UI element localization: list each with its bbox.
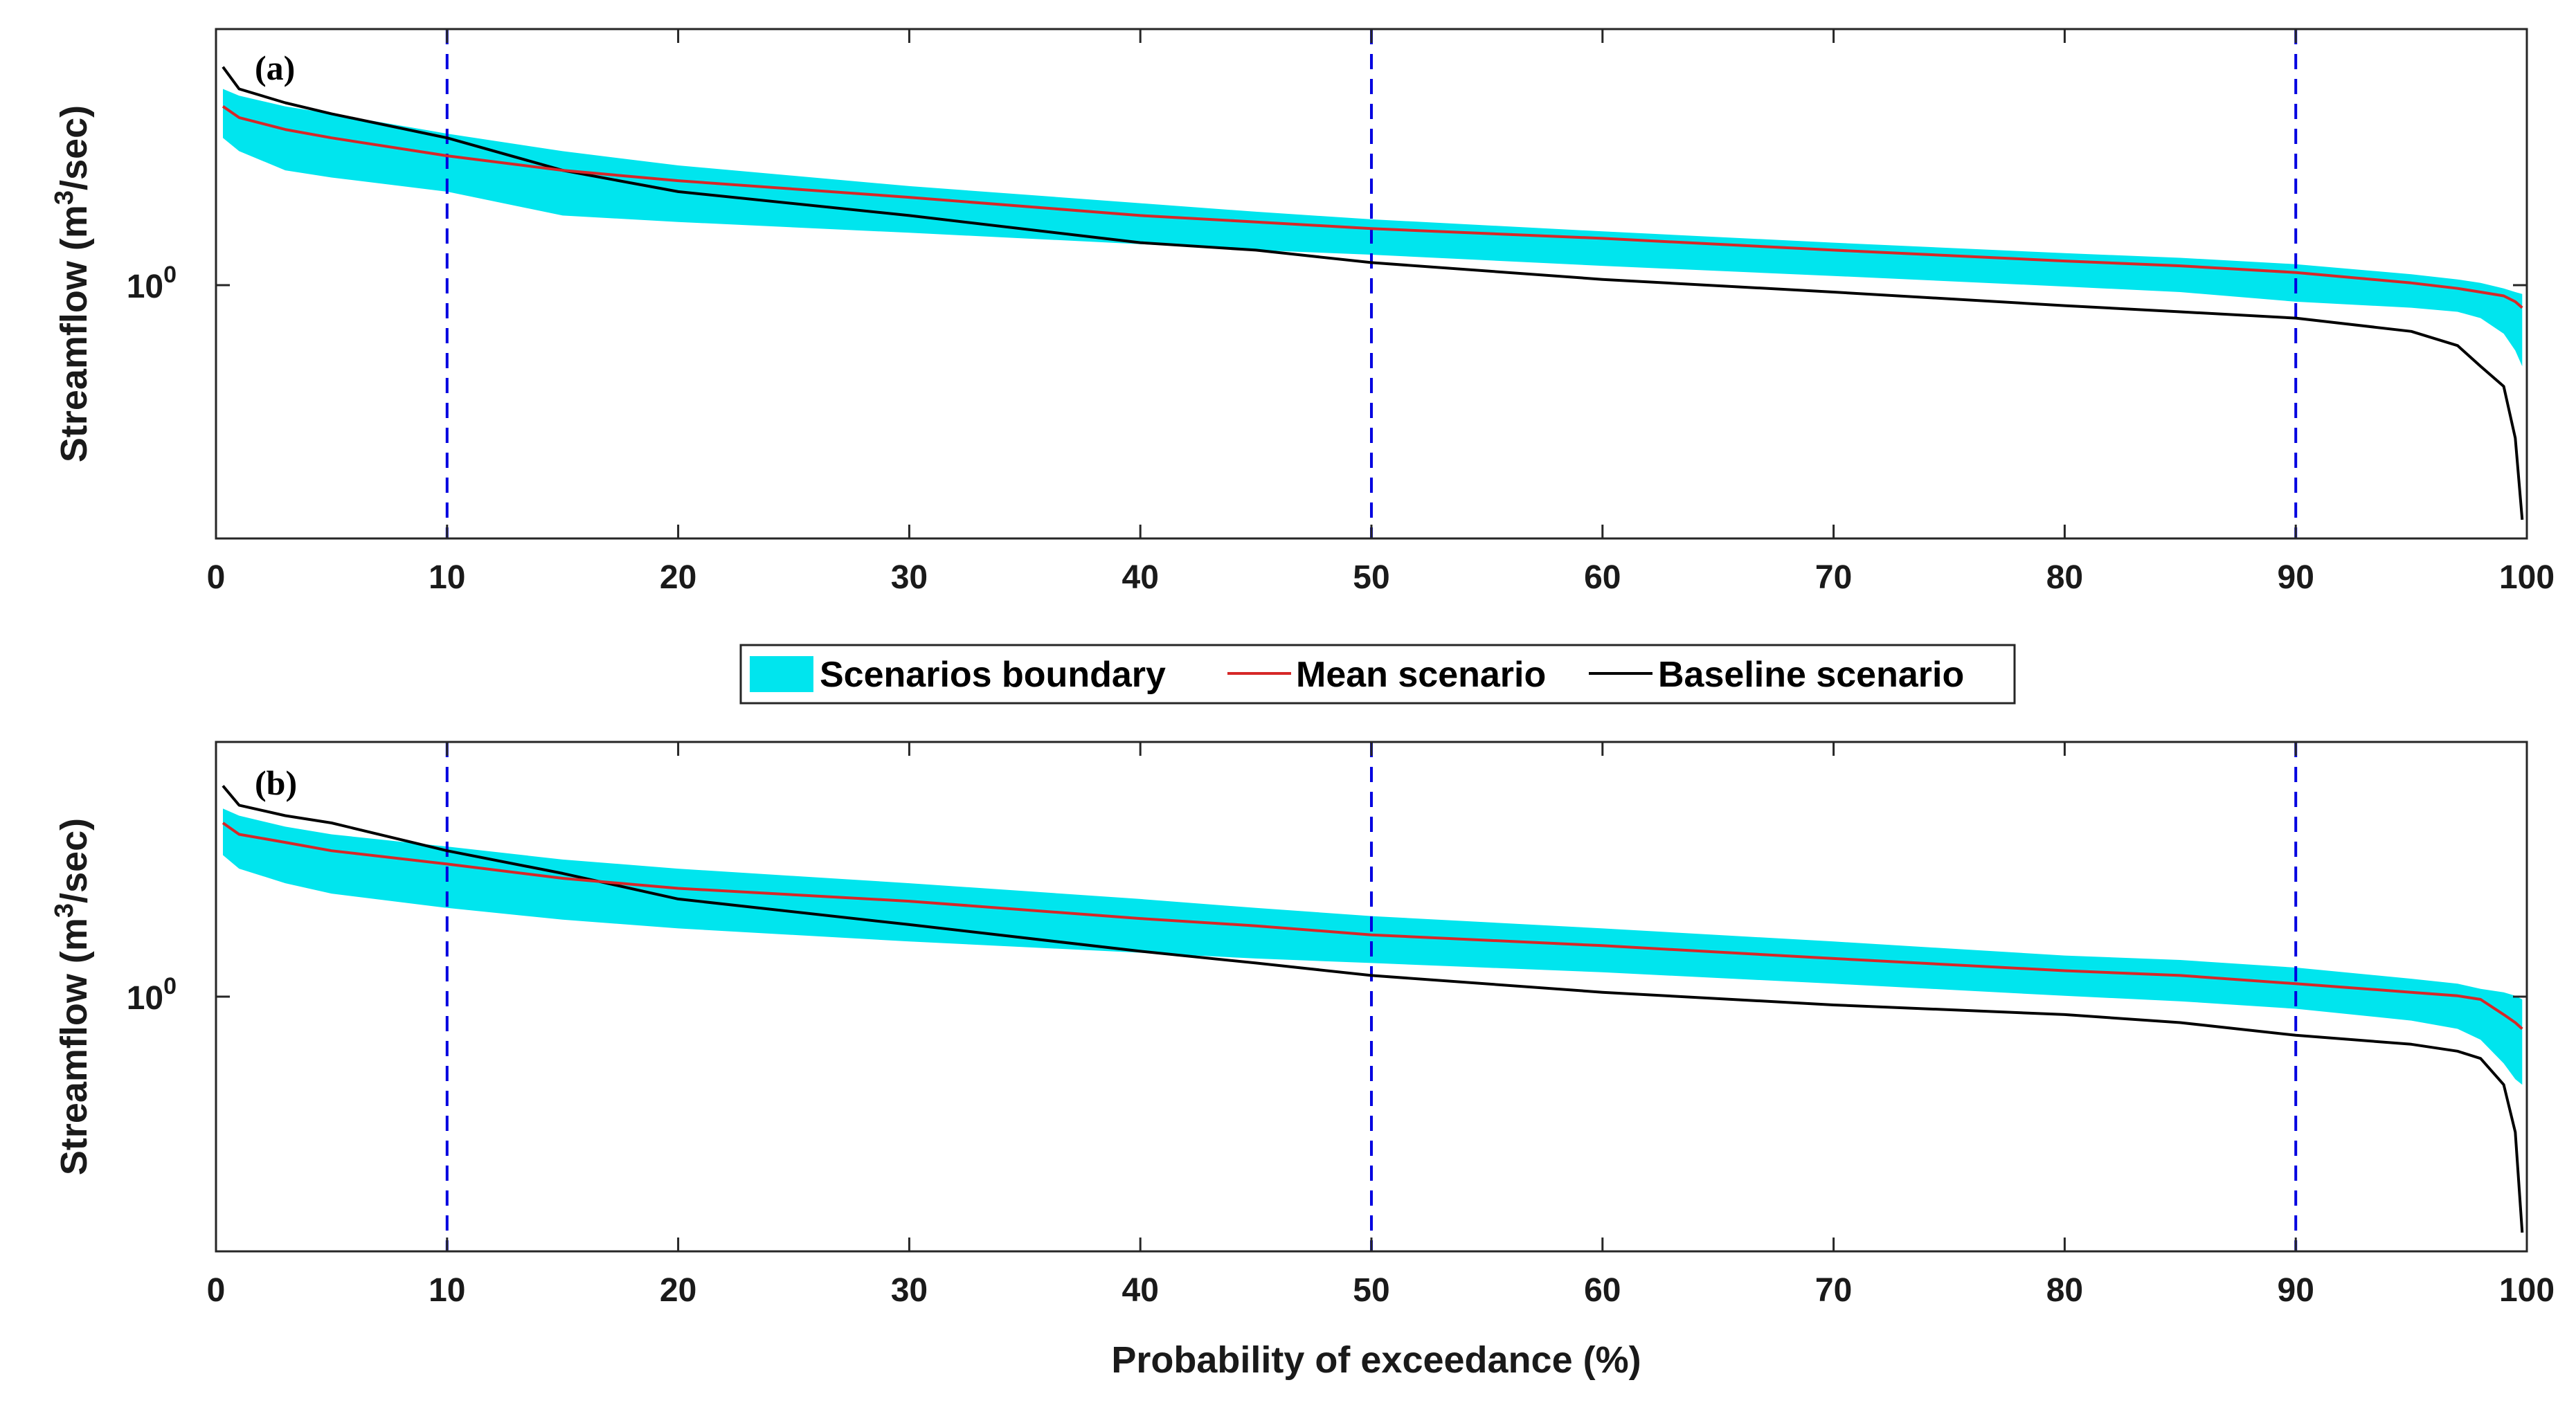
panel-a-x-tick-label: 70 xyxy=(1815,559,1852,596)
panel-b-x-tick-label: 80 xyxy=(2046,1272,2083,1309)
legend-baseline-label: Baseline scenario xyxy=(1658,655,1964,695)
panel-a-x-tick-label: 90 xyxy=(2278,559,2314,596)
panel-b-x-tick-label: 30 xyxy=(891,1272,928,1309)
panel-a-mean-scenario-line xyxy=(222,105,2523,309)
panel-a-x-tick-label: 0 xyxy=(207,559,226,596)
legend-boundary-label: Scenarios boundary xyxy=(820,655,1166,695)
panel-a: 0 10 20 30 40 50 60 70 80 90 100 100 (a) Streamflo… xyxy=(50,28,2555,596)
panel-b-x-tick-label: 100 xyxy=(2499,1272,2555,1309)
panel-a-x-tick-label: 20 xyxy=(660,559,696,596)
panel-a-x-tick-label: 100 xyxy=(2499,559,2555,596)
panel-a-x-tick-label: 50 xyxy=(1353,559,1389,596)
panel-b-x-tick-label: 60 xyxy=(1584,1272,1621,1309)
panel-b-x-tick-label: 40 xyxy=(1122,1272,1159,1309)
panel-a-plot-area xyxy=(222,29,2524,538)
panel-b-x-tick-label: 70 xyxy=(1815,1272,1852,1309)
panel-a-label: (a) xyxy=(255,48,295,87)
panel-a-y-tick-label: 100 xyxy=(127,262,177,305)
panel-a-x-tick-label: 80 xyxy=(2046,559,2083,596)
panel-b-y-tick-label: 100 xyxy=(127,973,177,1017)
panel-b-baseline-scenario-line xyxy=(222,785,2524,1233)
panel-b: 0 10 20 30 40 50 60 70 80 90 100 100 (b) Streamflo… xyxy=(50,741,2555,1381)
panel-b-y-axis-title: Streamflow (m3/sec) xyxy=(50,818,95,1175)
panel-b-x-tick-label: 90 xyxy=(2278,1272,2314,1309)
panel-a-y-axis-title: Streamflow (m3/sec) xyxy=(50,105,95,462)
panel-b-label: (b) xyxy=(255,763,297,802)
panel-a-x-tick-label: 30 xyxy=(891,559,928,596)
panel-b-x-axis: 0 10 20 30 40 50 60 70 80 90 100 xyxy=(207,742,2555,1309)
panel-a-x-tick-label: 10 xyxy=(429,559,465,596)
panel-a-baseline-scenario-line xyxy=(222,66,2524,520)
panel-a-x-axis: 0 10 20 30 40 50 60 70 80 90 100 xyxy=(207,29,2555,596)
panel-b-x-tick-label: 20 xyxy=(660,1272,696,1309)
panel-b-x-tick-label: 10 xyxy=(429,1272,465,1309)
legend-mean-label: Mean scenario xyxy=(1296,655,1546,695)
panel-b-y-tick: 100 xyxy=(127,973,2527,1017)
panel-b-mean-scenario-line xyxy=(222,822,2523,1030)
legend-box xyxy=(739,644,2016,705)
legend: Scenarios boundary Mean scenario Baselin… xyxy=(739,644,2016,705)
panel-b-x-tick-label: 0 xyxy=(207,1272,226,1309)
panel-b-x-tick-label: 50 xyxy=(1353,1272,1389,1309)
legend-boundary-swatch xyxy=(750,656,813,692)
x-axis-title: Probability of exceedance (%) xyxy=(1111,1339,1641,1381)
panel-a-x-tick-label: 60 xyxy=(1584,559,1621,596)
panel-a-y-tick: 100 xyxy=(127,262,2527,305)
panel-a-x-tick-label: 40 xyxy=(1122,559,1159,596)
panel-b-plot-area xyxy=(222,742,2524,1251)
